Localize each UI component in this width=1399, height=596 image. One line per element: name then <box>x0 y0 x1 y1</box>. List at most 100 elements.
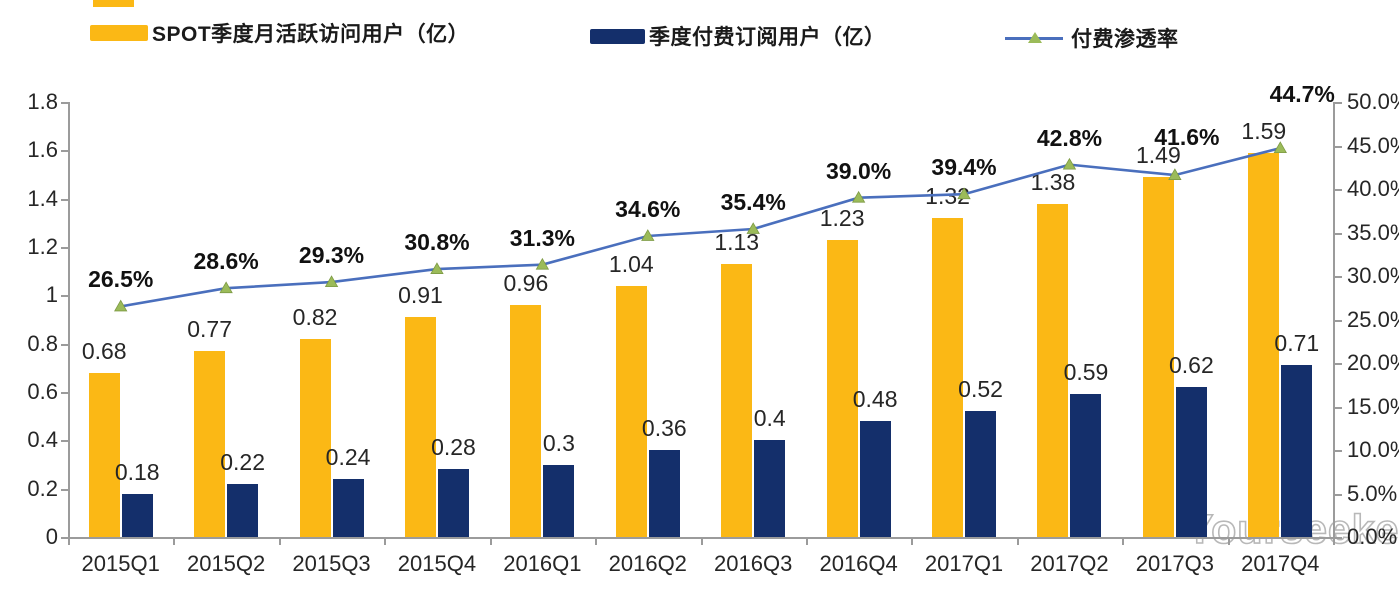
y-axis-left-tick <box>61 537 68 539</box>
y-axis-right-label: 30.0% <box>1347 263 1399 288</box>
penetration-marker-icon <box>324 275 339 287</box>
legend-label-mau: SPOT季度月活跃访问用户（亿） <box>152 23 470 46</box>
bar-mau <box>404 317 436 537</box>
bar-value-label-mau: 0.82 <box>292 303 338 330</box>
bar-mau <box>510 305 542 537</box>
y-axis-left-line <box>68 102 70 539</box>
x-axis-tick <box>384 539 387 545</box>
penetration-percent-label: 34.6% <box>615 195 681 222</box>
bar-subs <box>859 421 891 537</box>
y-axis-right-label: 0.0% <box>1347 524 1398 549</box>
penetration-marker-icon <box>641 229 655 241</box>
bar-value-label-subs: 0.59 <box>1063 359 1109 386</box>
y-axis-right-label: 15.0% <box>1347 393 1399 419</box>
mau-legend-swatch-icon <box>90 25 148 41</box>
bar-value-label-subs: 0.28 <box>431 434 476 461</box>
bar-mau <box>721 263 753 537</box>
bar-subs <box>227 483 259 537</box>
y-axis-right-tick <box>1335 145 1342 148</box>
y-axis-right-tick <box>1335 102 1342 104</box>
bar-value-label-subs: 0.22 <box>220 448 266 475</box>
penetration-marker-icon <box>114 299 128 312</box>
bar-subs <box>1281 365 1313 537</box>
penetration-percent-label: 41.6% <box>1154 124 1220 151</box>
x-axis-tick <box>595 539 598 545</box>
x-axis-label: 2017Q3 <box>1135 551 1215 576</box>
x-axis-tick <box>1122 539 1125 545</box>
y-axis-right-label: 5.0% <box>1347 480 1398 506</box>
bar-value-label-mau: 1.23 <box>819 204 865 231</box>
x-axis-tick <box>700 539 703 545</box>
bar-value-label-subs: 0.4 <box>753 405 786 432</box>
x-axis-tick <box>173 539 176 545</box>
y-axis-right-label: 35.0% <box>1347 219 1399 245</box>
y-axis-left-label: 1 <box>45 282 58 308</box>
bar-value-label-mau: 1.32 <box>925 183 970 209</box>
penetration-percent-label: 42.8% <box>1036 124 1103 151</box>
penetration-legend-line-icon <box>1005 30 1063 46</box>
bar-subs <box>121 493 153 537</box>
bar-value-label-mau: 0.96 <box>503 270 549 296</box>
penetration-marker-icon <box>535 257 550 270</box>
penetration-percent-label: 44.7% <box>1269 81 1335 108</box>
y-axis-right-tick <box>1335 189 1342 191</box>
bar-mau <box>615 285 647 537</box>
y-axis-left-tick <box>61 392 68 394</box>
x-axis-label: 2016Q2 <box>608 551 687 576</box>
y-axis-left-tick <box>61 150 68 153</box>
x-axis-label: 2015Q2 <box>186 551 266 576</box>
y-axis-left-tick <box>61 295 68 298</box>
y-axis-left-tick <box>61 198 68 201</box>
y-axis-left-tick <box>61 247 68 249</box>
bar-subs <box>332 479 364 537</box>
bar-subs <box>754 440 786 537</box>
x-axis-tick <box>1227 539 1230 545</box>
x-axis-label: 2015Q3 <box>292 551 371 576</box>
bar-subs <box>543 464 575 537</box>
x-axis-tick <box>1333 539 1335 545</box>
y-axis-left-label: 0.8 <box>27 330 58 356</box>
penetration-line <box>120 146 1281 308</box>
bar-value-label-subs: 0.36 <box>641 415 687 441</box>
y-axis-left-label: 0 <box>45 524 58 549</box>
x-axis-label: 2015Q4 <box>397 551 477 576</box>
x-axis-label: 2016Q1 <box>503 551 582 576</box>
y-axis-left-label: 0.6 <box>27 379 58 404</box>
y-axis-right-label: 45.0% <box>1347 132 1399 158</box>
bar-value-label-mau: 1.59 <box>1241 117 1287 144</box>
y-axis-left-label: 1.8 <box>27 89 58 114</box>
bar-value-label-mau: 0.68 <box>81 337 127 364</box>
x-axis-label: 2017Q1 <box>924 551 1004 576</box>
subs-legend-swatch-icon <box>590 28 645 44</box>
bar-subs <box>1175 387 1207 537</box>
y-axis-right-tick <box>1335 493 1342 496</box>
penetration-percent-label: 28.6% <box>193 248 259 275</box>
y-axis-right-tick <box>1335 363 1342 365</box>
legend-item-subs: 季度付费订阅用户（亿） <box>590 21 886 51</box>
y-axis-left-label: 1.2 <box>27 234 58 259</box>
y-axis-right-tick <box>1335 406 1342 409</box>
y-axis-left-label: 1.4 <box>27 185 58 211</box>
bar-mau <box>88 372 120 537</box>
x-axis-tick <box>805 539 808 545</box>
x-axis-tick <box>489 539 492 545</box>
bar-subs <box>965 411 997 537</box>
y-axis-right-line <box>1333 102 1335 545</box>
bar-value-label-mau: 1.04 <box>608 250 654 277</box>
bar-value-label-subs: 0.18 <box>114 458 160 485</box>
y-axis-right-label: 20.0% <box>1347 350 1399 375</box>
x-axis-tick <box>278 539 281 545</box>
bar-mau <box>194 350 226 537</box>
bar-mau <box>299 338 331 537</box>
y-axis-left-tick <box>61 343 68 346</box>
bar-value-label-mau: 1.38 <box>1030 168 1076 195</box>
penetration-percent-label: 30.8% <box>404 229 470 256</box>
bar-subs <box>437 469 469 537</box>
bar-value-label-subs: 0.3 <box>542 429 575 456</box>
x-axis-tick <box>68 539 70 545</box>
x-axis-line <box>68 537 1335 539</box>
y-axis-right-tick <box>1335 450 1342 452</box>
bar-value-label-subs: 0.24 <box>325 444 371 470</box>
y-axis-left-tick <box>61 488 68 491</box>
